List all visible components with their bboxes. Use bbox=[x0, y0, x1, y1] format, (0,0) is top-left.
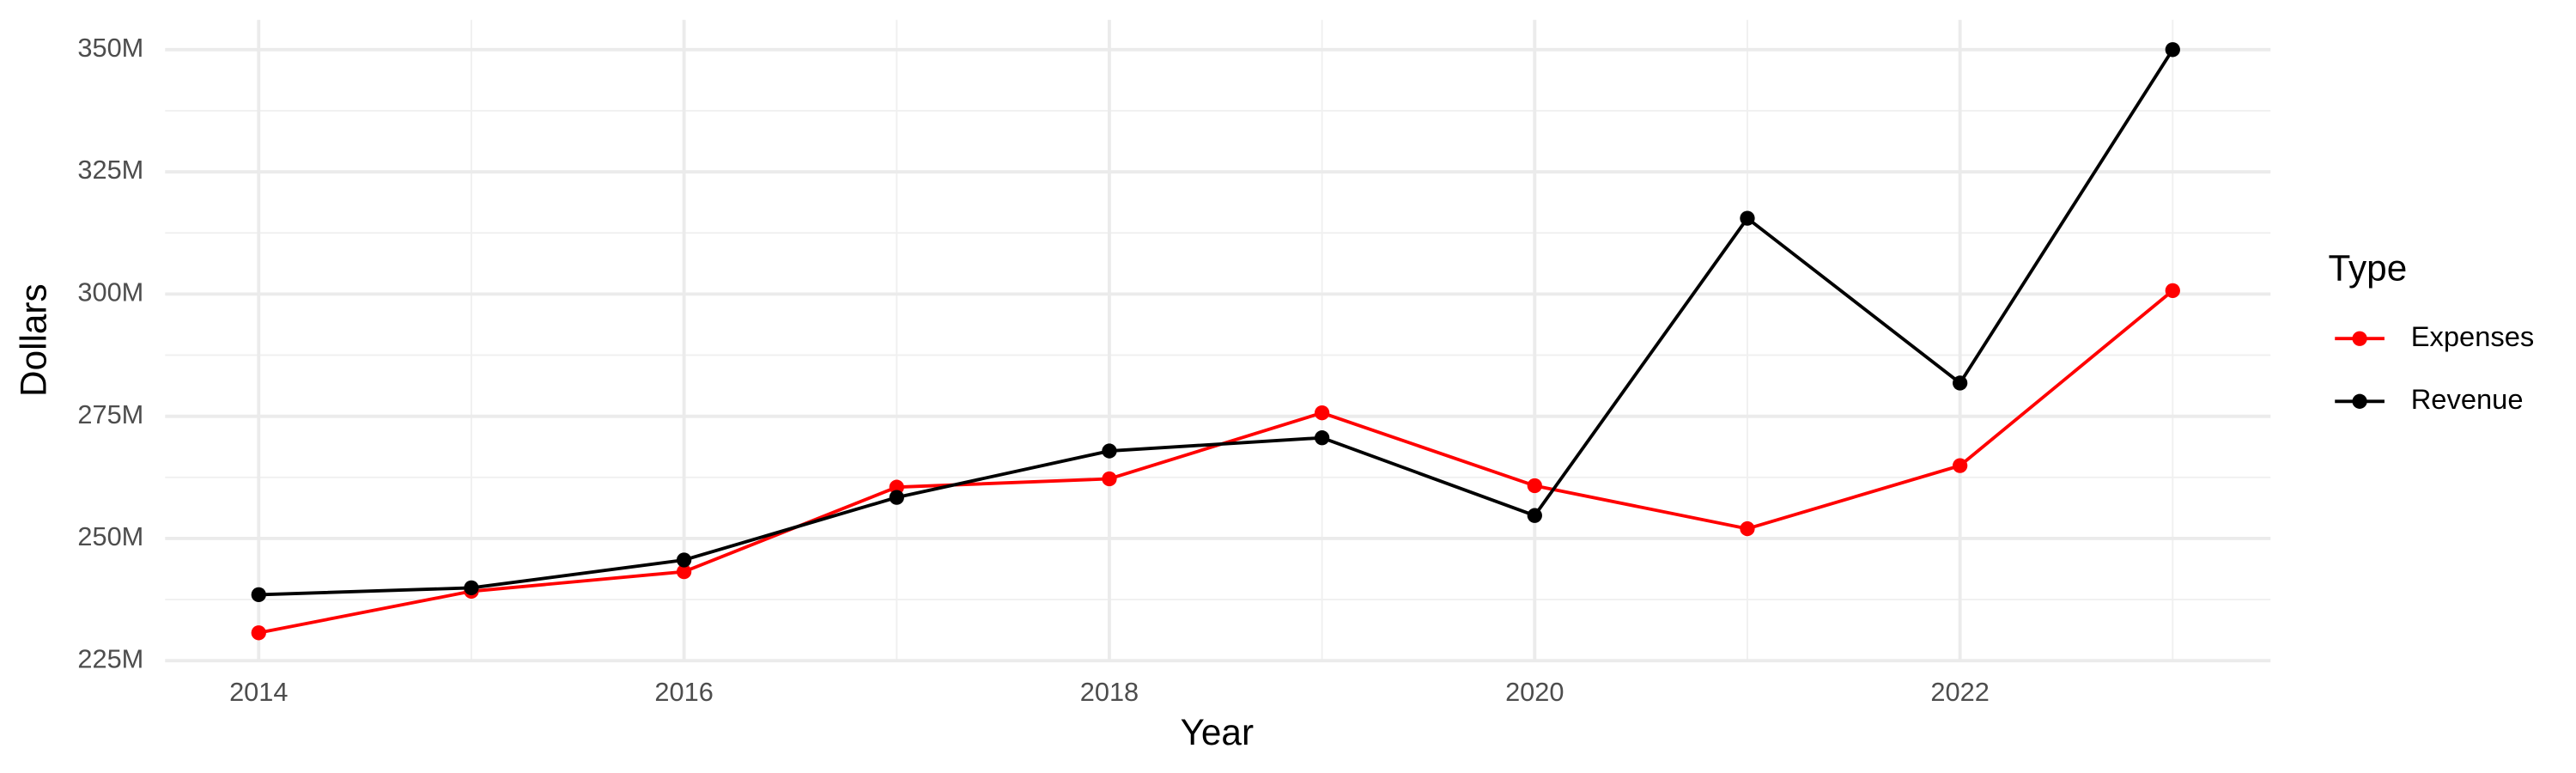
legend-title: Type bbox=[2329, 248, 2408, 289]
data-point bbox=[889, 479, 904, 495]
y-tick-label: 350M bbox=[77, 33, 143, 63]
data-point bbox=[1527, 508, 1542, 523]
data-point bbox=[251, 625, 266, 641]
x-tick-label: 2016 bbox=[654, 677, 713, 707]
data-point bbox=[1314, 430, 1330, 446]
legend-label: Expenses bbox=[2411, 320, 2535, 352]
y-tick-label: 250M bbox=[77, 521, 143, 551]
series-line bbox=[258, 289, 2174, 635]
data-point bbox=[676, 563, 692, 580]
data-point bbox=[676, 552, 692, 568]
x-tick-label: 2018 bbox=[1080, 677, 1139, 707]
data-point bbox=[889, 490, 904, 505]
data-point bbox=[1527, 478, 1542, 494]
data-point bbox=[1102, 471, 1117, 487]
y-tick-label: 275M bbox=[77, 399, 143, 429]
data-point bbox=[251, 587, 266, 603]
y-tick-label: 225M bbox=[77, 643, 143, 673]
x-tick-label: 2020 bbox=[1505, 677, 1564, 707]
y-tick-label: 325M bbox=[77, 155, 143, 185]
legend-marker bbox=[2352, 393, 2367, 409]
data-point bbox=[1952, 375, 1968, 391]
x-tick-label: 2022 bbox=[1930, 677, 1989, 707]
data-point bbox=[2165, 42, 2180, 58]
data-point bbox=[464, 580, 479, 596]
legend-label: Revenue bbox=[2411, 383, 2524, 415]
legend-marker bbox=[2352, 331, 2367, 346]
data-point bbox=[1740, 210, 1755, 226]
y-tick-label: 300M bbox=[77, 277, 143, 307]
data-point bbox=[2165, 283, 2180, 299]
x-axis-title: Year bbox=[1181, 712, 1254, 752]
data-point bbox=[1102, 443, 1117, 459]
data-point bbox=[1740, 520, 1755, 537]
y-axis-title: Dollars bbox=[13, 283, 53, 397]
data-point bbox=[1952, 458, 1968, 473]
x-tick-label: 2014 bbox=[229, 677, 288, 707]
series-line bbox=[258, 48, 2174, 597]
data-point bbox=[1314, 405, 1330, 421]
